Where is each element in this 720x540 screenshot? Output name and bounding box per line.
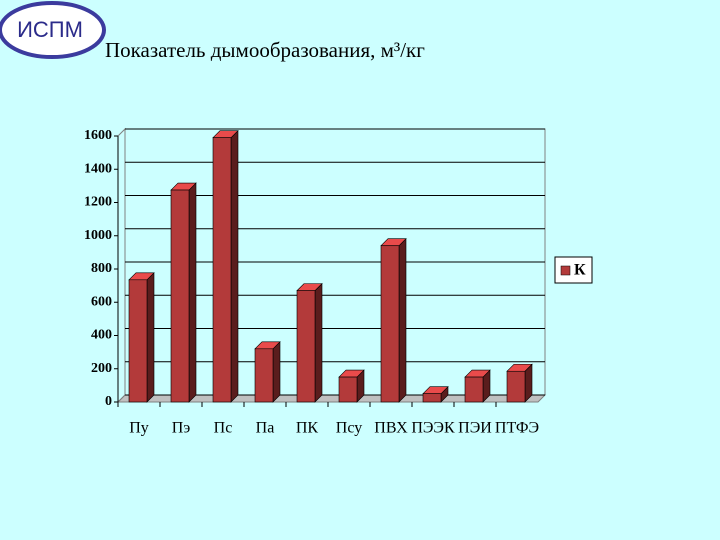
y-tick-label: 800	[91, 261, 112, 276]
chart-title: Показатель дымообразования, м³/кг	[105, 38, 425, 62]
bar-side	[230, 129, 239, 403]
y-tick-label: 1000	[84, 228, 112, 243]
y-tick-label: 600	[91, 294, 112, 309]
y-tick-label: 200	[91, 361, 112, 376]
x-tick-label: Пу	[129, 420, 149, 437]
bar	[506, 370, 526, 403]
bar	[254, 348, 274, 403]
logo-ellipse	[0, 1, 106, 59]
x-tick-label: ПЭИ	[458, 420, 492, 437]
bar	[380, 245, 400, 403]
x-tick-label: ПК	[296, 420, 319, 437]
y-tick-label: 0	[105, 394, 112, 409]
bar-side	[314, 282, 323, 403]
x-tick-label: ПВХ	[374, 420, 408, 437]
legend-swatch	[560, 265, 571, 276]
bar-side	[398, 238, 407, 403]
y-tick-label: 1200	[84, 195, 112, 210]
x-tick-label: ПЭЭК	[411, 420, 455, 437]
bar-side	[188, 182, 197, 403]
y-tick-label: 400	[91, 328, 112, 343]
y-tick-label: 1600	[84, 128, 112, 143]
logo: ИСПМ	[17, 17, 83, 42]
bar-side	[272, 341, 281, 403]
x-tick-label: Псу	[336, 420, 362, 437]
bar	[422, 393, 442, 403]
x-tick-label: Пэ	[172, 420, 191, 437]
x-tick-label: Па	[256, 420, 275, 437]
bar	[128, 279, 148, 403]
bar	[212, 137, 232, 403]
bar-side	[146, 272, 155, 403]
y-tick-label: 1400	[84, 161, 112, 176]
bar	[464, 376, 484, 403]
x-tick-label: Пс	[214, 420, 233, 437]
x-tick-label: ПТФЭ	[495, 420, 539, 437]
legend-label: К	[574, 262, 586, 279]
bar	[338, 376, 358, 403]
bar	[296, 290, 316, 403]
bar	[170, 189, 190, 403]
